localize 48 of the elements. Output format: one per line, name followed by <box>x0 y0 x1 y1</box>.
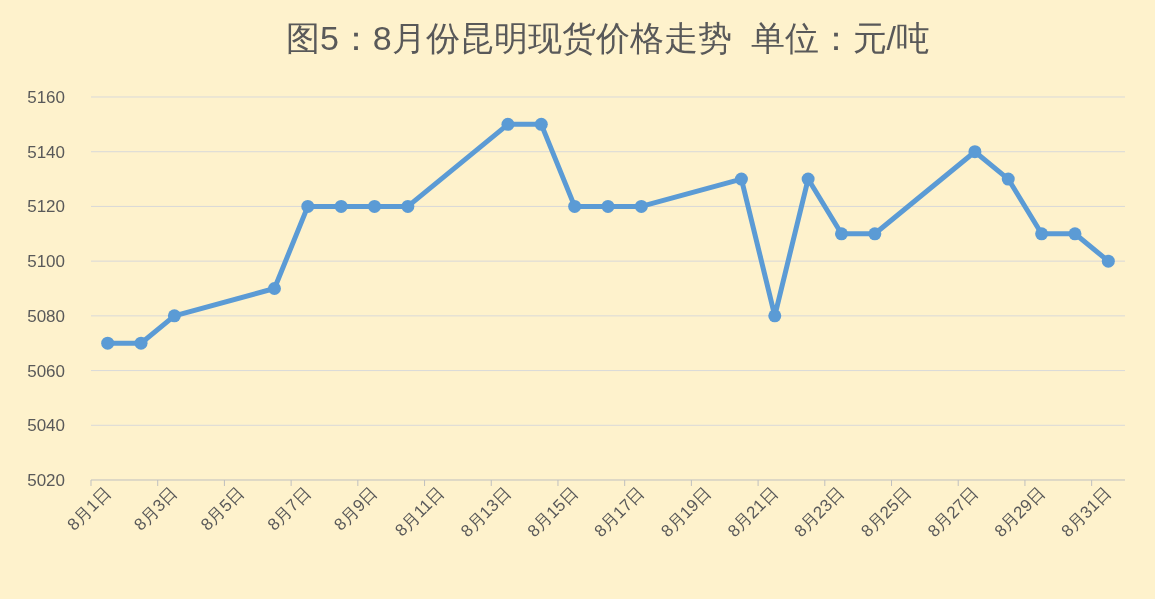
y-tick-label: 5120 <box>27 197 65 217</box>
point <box>734 172 748 186</box>
point <box>534 117 548 131</box>
x-tick-label: 8月7日 <box>263 483 315 535</box>
x-tick-label: 8月25日 <box>857 483 916 541</box>
point <box>1068 227 1082 241</box>
x-tick-label: 8月3日 <box>130 483 182 535</box>
x-tick-label: 8月27日 <box>924 483 982 541</box>
y-tick-label: 5160 <box>27 88 65 107</box>
x-tick-label: 8月23日 <box>790 483 849 541</box>
point <box>834 227 848 241</box>
x-tick-label: 8月13日 <box>457 483 515 541</box>
point <box>968 145 982 159</box>
point <box>134 336 148 350</box>
y-tick-label: 5020 <box>27 471 65 490</box>
x-tick-label: 8月31日 <box>1057 483 1116 541</box>
x-tick-label: 8月11日 <box>391 483 449 541</box>
x-tick-label: 8月1日 <box>63 483 115 535</box>
y-tick-label: 5140 <box>27 142 65 162</box>
x-tick-label: 8月15日 <box>523 483 582 541</box>
point <box>101 336 115 350</box>
point <box>801 172 815 186</box>
point <box>267 282 281 295</box>
point <box>501 117 515 131</box>
point <box>167 309 181 323</box>
point <box>368 199 382 213</box>
point <box>601 199 615 213</box>
point <box>868 227 882 241</box>
point <box>401 199 415 213</box>
x-tick-label: 8月19日 <box>657 483 715 541</box>
x-tick-label: 8月21日 <box>724 483 782 541</box>
point <box>1001 172 1015 186</box>
x-tick-label: 8月5日 <box>197 483 248 535</box>
y-tick-label: 5040 <box>27 416 65 436</box>
chart-title: 图5：8月份昆明现货价格走势 单位：元/吨 <box>285 19 931 57</box>
point <box>301 199 315 213</box>
point <box>568 199 582 213</box>
point <box>634 199 648 213</box>
x-tick-label: 8月9日 <box>330 483 382 535</box>
x-tick-label: 8月17日 <box>590 483 649 541</box>
point <box>334 199 348 213</box>
x-tick-label: 8月29日 <box>990 483 1049 541</box>
y-tick-label: 5100 <box>27 252 65 272</box>
y-tick-label: 5060 <box>27 361 65 381</box>
point <box>768 309 782 323</box>
point <box>1101 254 1115 268</box>
point <box>1035 227 1049 241</box>
y-tick-label: 5080 <box>27 306 65 326</box>
